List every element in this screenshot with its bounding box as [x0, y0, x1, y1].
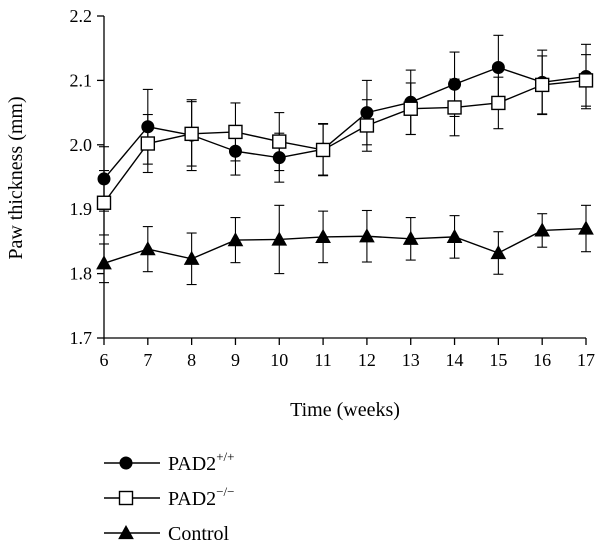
legend-item-pad2-wt: PAD2+/+	[104, 449, 234, 475]
legend-marker	[119, 456, 133, 470]
data-point	[183, 250, 200, 265]
data-point	[227, 232, 244, 247]
y-tick-label: 1.7	[70, 328, 93, 348]
data-point	[578, 220, 594, 235]
data-point	[272, 134, 287, 149]
x-tick-label: 17	[577, 350, 595, 370]
series-layer	[96, 34, 594, 286]
series-pad2-wt	[97, 34, 593, 212]
legend-label-text: PAD2	[168, 488, 216, 510]
data-point	[359, 228, 375, 243]
data-point	[315, 228, 331, 243]
x-tick-label: 8	[187, 350, 196, 370]
data-point	[184, 126, 199, 142]
legend-label: PAD2+/+	[168, 449, 234, 475]
data-point	[228, 124, 243, 140]
data-point	[402, 230, 419, 245]
legend-item-control: Control	[104, 523, 230, 544]
data-point	[96, 195, 112, 210]
series-pad2-ko	[96, 54, 594, 236]
y-tick-label: 2.0	[70, 135, 93, 155]
legend-label-superscript: +/+	[216, 449, 234, 464]
data-point	[578, 73, 594, 88]
data-point	[96, 255, 112, 270]
series-control	[96, 204, 594, 286]
data-point	[534, 222, 551, 237]
series-line	[103, 66, 587, 180]
data-point	[491, 95, 506, 111]
data-point	[447, 100, 462, 115]
data-point	[490, 244, 507, 260]
x-tick-label: 16	[533, 350, 551, 370]
x-tick-label: 11	[314, 350, 331, 370]
x-tick-label: 6	[100, 350, 109, 370]
x-axis-label: Time (weeks)	[290, 399, 400, 421]
x-tick-label: 14	[446, 350, 464, 370]
axes: 1.7 1.8 1.9 2.0 2.1 2.2 6 7 8 9 10 11 12 13 14 15 16 17	[70, 6, 596, 370]
legend-label-text: Control	[168, 523, 230, 544]
y-axis-label: Paw thickness (mm)	[5, 96, 27, 259]
legend-label-superscript: −/−	[216, 484, 234, 499]
legend-marker	[118, 490, 134, 506]
data-point	[139, 241, 156, 256]
series-line	[103, 227, 587, 264]
x-tick-label: 12	[358, 350, 376, 370]
legend-label: Control	[168, 523, 230, 544]
y-tick-label: 1.8	[70, 264, 93, 284]
x-tick-label: 13	[402, 350, 420, 370]
data-point	[359, 118, 375, 133]
data-point	[534, 77, 550, 93]
series-line	[103, 79, 587, 204]
data-point	[491, 61, 505, 75]
y-tick-label: 2.2	[70, 6, 93, 26]
x-tick-label: 7	[143, 350, 152, 370]
y-tick-label: 2.1	[70, 70, 93, 90]
data-point	[140, 136, 156, 151]
data-point	[403, 101, 418, 116]
data-point	[446, 228, 463, 243]
data-point	[271, 231, 288, 246]
x-tick-label: 10	[270, 350, 288, 370]
legend-label-text: PAD2	[168, 453, 216, 475]
x-tick-label: 15	[489, 350, 507, 370]
x-tick-label: 9	[231, 350, 240, 370]
legend-marker	[118, 524, 134, 540]
legend: PAD2+/+PAD2−/−Control	[104, 449, 234, 544]
legend-label: PAD2−/−	[168, 484, 234, 510]
y-tick-label: 1.9	[70, 199, 93, 219]
data-point	[315, 142, 331, 158]
legend-item-pad2-ko: PAD2−/−	[104, 484, 234, 510]
